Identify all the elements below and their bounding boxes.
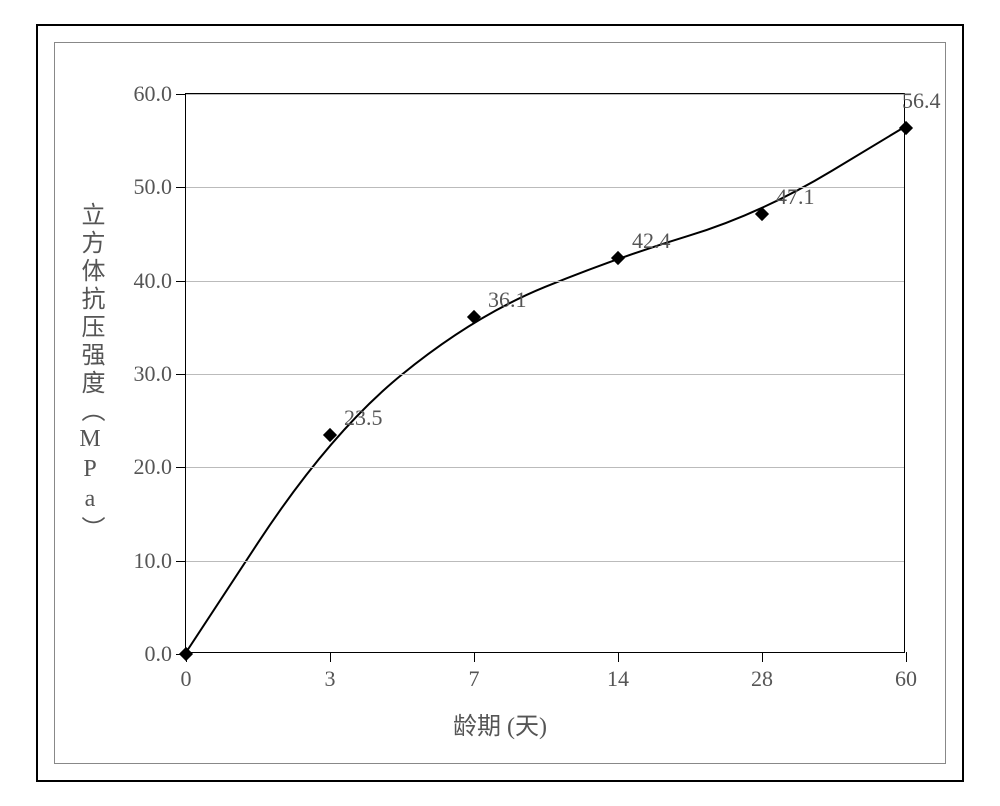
y-tick-label: 10.0	[134, 548, 173, 574]
y-tick-label: 20.0	[134, 454, 173, 480]
y-tick	[176, 374, 186, 375]
x-tick-label: 0	[181, 666, 192, 692]
x-tick-label: 28	[751, 666, 773, 692]
x-tick-label: 14	[607, 666, 629, 692]
gridline	[186, 374, 904, 375]
line-layer	[186, 94, 904, 652]
data-label: 42.4	[632, 228, 671, 254]
data-label: 23.5	[344, 405, 383, 431]
y-tick-label: 60.0	[134, 81, 173, 107]
x-tick	[474, 652, 475, 662]
y-tick-label: 40.0	[134, 268, 173, 294]
x-tick	[762, 652, 763, 662]
gridline	[186, 281, 904, 282]
outer-frame: 立方体抗压强度（MPa） 龄期 (天) 0.010.020.030.040.05…	[36, 24, 964, 782]
y-tick	[176, 94, 186, 95]
x-axis-title: 龄期 (天)	[453, 706, 547, 741]
x-tick	[618, 652, 619, 662]
y-tick	[176, 187, 186, 188]
y-tick	[176, 467, 186, 468]
y-axis-title: 立方体抗压强度（MPa）	[73, 202, 108, 544]
data-label: 47.1	[776, 184, 815, 210]
x-tick-label: 60	[895, 666, 917, 692]
plot-area: 0.010.020.030.040.050.060.003714286023.5…	[185, 93, 905, 653]
y-tick-label: 30.0	[134, 361, 173, 387]
x-tick	[330, 652, 331, 662]
chart-frame: 立方体抗压强度（MPa） 龄期 (天) 0.010.020.030.040.05…	[54, 42, 946, 764]
x-tick-label: 7	[469, 666, 480, 692]
data-label: 56.4	[902, 88, 941, 114]
x-tick-label: 3	[325, 666, 336, 692]
gridline	[186, 467, 904, 468]
gridline	[186, 94, 904, 95]
y-tick-label: 0.0	[145, 641, 173, 667]
y-tick	[176, 561, 186, 562]
x-tick	[906, 652, 907, 662]
data-label: 36.1	[488, 287, 527, 313]
gridline	[186, 561, 904, 562]
y-tick	[176, 281, 186, 282]
y-tick-label: 50.0	[134, 174, 173, 200]
